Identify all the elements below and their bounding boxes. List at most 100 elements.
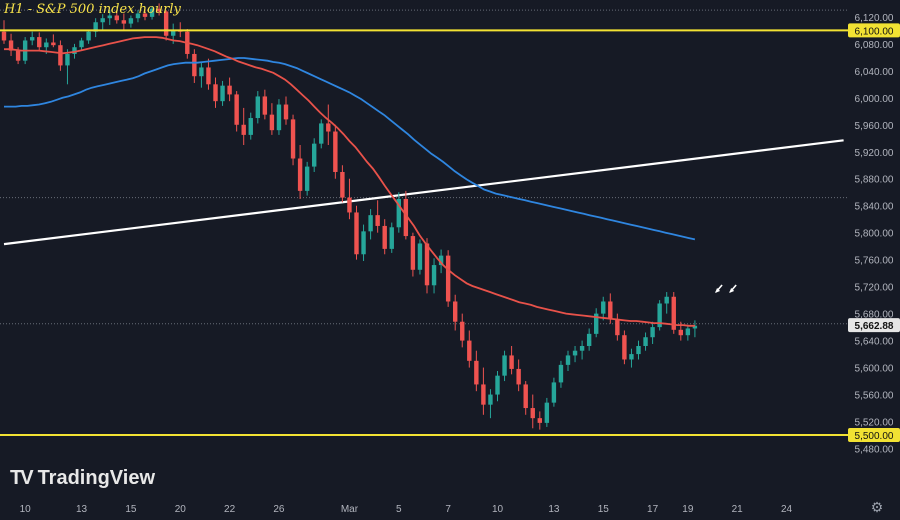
candle-body — [410, 236, 416, 270]
candle-body — [199, 67, 204, 77]
candle-body — [615, 319, 620, 336]
candle-body — [509, 355, 514, 369]
y-tick-label: 6,000.00 — [855, 94, 894, 105]
tradingview-watermark: TV TradingView — [10, 467, 155, 490]
candle-body — [171, 30, 176, 36]
level-label-0: 6,100.00 — [855, 26, 894, 37]
candle-body — [643, 337, 648, 346]
x-tick-label: 13 — [76, 504, 88, 515]
candle-body — [44, 42, 49, 48]
horizontal-levels-layer: 6,100.00 5,500.00 5,662.88 — [0, 23, 900, 443]
candle-body — [460, 321, 465, 341]
candle-body — [192, 53, 197, 77]
last-price-bg — [848, 318, 900, 333]
candle-body — [650, 327, 655, 338]
candle-body — [128, 18, 134, 24]
candle-body — [347, 197, 352, 213]
candle-body — [629, 354, 634, 360]
x-tick-label: 22 — [224, 504, 236, 515]
candle-body — [579, 345, 585, 351]
y-tick-label: 5,880.00 — [855, 175, 894, 186]
tradingview-brand-text: TradingView — [37, 467, 156, 489]
candle-body — [467, 340, 472, 361]
candle-body — [657, 303, 662, 328]
candle-body — [100, 18, 105, 23]
y-tick-label: 5,920.00 — [855, 148, 894, 159]
y-tick-label: 6,080.00 — [855, 40, 894, 51]
candle-body — [1, 31, 7, 41]
candle-body — [319, 123, 324, 144]
candle-body — [51, 42, 56, 46]
last-price-label: 5,662.88 — [855, 321, 894, 332]
candle-body — [234, 94, 239, 125]
candle-body — [248, 118, 253, 135]
trendline — [3, 139, 844, 246]
chart-title: H1 - S&P 500 index hourly — [4, 2, 181, 17]
x-tick-label: 10 — [20, 504, 32, 515]
ma-long-line — [4, 57, 696, 241]
candle-body — [622, 335, 627, 360]
candle-body — [692, 325, 698, 329]
x-tick-label: 21 — [732, 504, 744, 515]
candle-body — [530, 408, 535, 419]
candle-body — [572, 350, 578, 356]
candle-body — [72, 47, 77, 54]
candle-body — [368, 215, 373, 232]
y-tick-label: 5,560.00 — [855, 391, 894, 402]
candle-body — [290, 119, 296, 159]
candle-body — [262, 96, 268, 115]
candle-body — [156, 8, 162, 12]
candle-body — [163, 11, 169, 36]
candle-body — [403, 198, 409, 237]
candle-body — [586, 333, 592, 346]
y-tick-label: 6,040.00 — [855, 67, 894, 78]
candle-body — [361, 231, 366, 255]
candle-body — [375, 215, 380, 226]
candle-body — [354, 212, 359, 255]
candle-body — [551, 382, 557, 403]
x-tick-label: 24 — [781, 504, 793, 515]
candle-body — [445, 255, 451, 302]
candle-body — [594, 313, 599, 334]
level-label-bg-1 — [848, 428, 900, 443]
candle-body — [65, 53, 70, 66]
candle-body — [121, 20, 127, 24]
candle-body — [481, 384, 486, 405]
y-tick-label: 5,520.00 — [855, 418, 894, 429]
candle-body — [220, 85, 225, 102]
candle-body — [30, 37, 35, 41]
candle-body — [544, 402, 550, 423]
y-tick-label: 6,120.00 — [855, 13, 894, 24]
x-tick-label: 17 — [647, 504, 659, 515]
ma-short-line — [4, 36, 695, 327]
x-tick-label: 10 — [492, 504, 504, 515]
y-tick-label: 5,480.00 — [855, 445, 894, 456]
gear-icon[interactable]: ⚙ — [870, 499, 884, 515]
x-tick-label: 5 — [396, 504, 402, 515]
candle-body — [424, 243, 430, 286]
arrow-annotation-1 — [729, 284, 737, 294]
candle-body — [135, 13, 141, 19]
x-tick-label: 19 — [682, 504, 694, 515]
candle-body — [58, 45, 63, 66]
candle-body — [114, 15, 119, 21]
x-tick-label: 15 — [125, 504, 137, 515]
moving-averages-layer — [4, 36, 696, 327]
candle-body — [241, 124, 246, 135]
y-tick-label: 5,760.00 — [855, 256, 894, 267]
y-tick-label: 5,800.00 — [855, 229, 894, 240]
dotted-levels — [0, 9, 848, 325]
candle-body — [93, 22, 98, 32]
candle-body — [269, 114, 275, 131]
candle-body — [523, 384, 528, 409]
candle-body — [608, 301, 613, 320]
x-tick-label: 15 — [598, 504, 610, 515]
candle-body — [142, 13, 148, 17]
candle-body — [678, 329, 683, 336]
candle-body — [149, 8, 155, 17]
candle-body — [312, 143, 317, 167]
candle-body — [664, 296, 669, 304]
y-tick-label: 5,960.00 — [855, 121, 894, 132]
candle-body — [8, 40, 14, 51]
